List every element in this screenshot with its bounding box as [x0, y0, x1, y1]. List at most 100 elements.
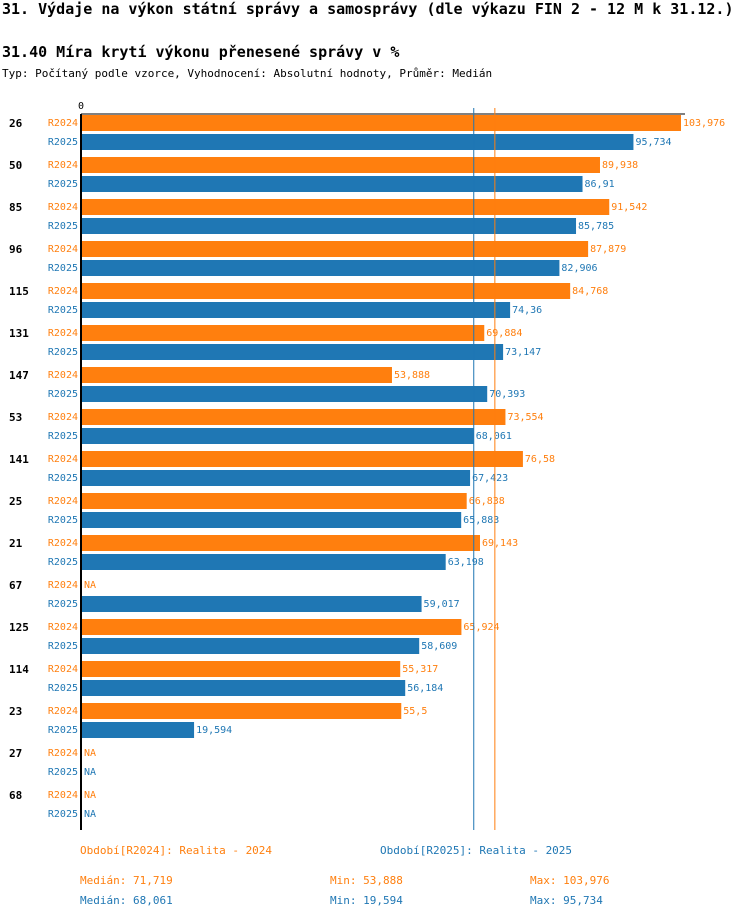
- bar-r2025: [81, 722, 195, 738]
- series-label-r2025: R2025: [48, 263, 78, 274]
- series-label-r2025: R2025: [48, 431, 78, 442]
- bar-r2024: [81, 451, 523, 467]
- value-label-r2025: 95,734: [635, 137, 671, 148]
- series-label-r2024: R2024: [48, 370, 78, 381]
- series-label-r2024: R2024: [48, 412, 78, 423]
- series-label-r2025: R2025: [48, 809, 78, 820]
- series-label-r2024: R2024: [48, 160, 78, 171]
- value-label-r2025: 63,198: [448, 557, 484, 568]
- bar-r2025: [81, 596, 422, 612]
- category-label: 26: [9, 117, 23, 130]
- value-label-r2025: NA: [84, 809, 96, 820]
- series-label-r2025: R2025: [48, 221, 78, 232]
- value-label-r2025: 74,36: [512, 305, 542, 316]
- value-label-r2025: 68,061: [476, 431, 512, 442]
- series-label-r2025: R2025: [48, 725, 78, 736]
- chart-subtitle: 31.40 Míra krytí výkonu přenesené správy…: [2, 43, 400, 61]
- series-label-r2024: R2024: [48, 706, 78, 717]
- value-label-r2024: 89,938: [602, 160, 638, 171]
- category-label: 115: [9, 285, 29, 298]
- category-label: 141: [9, 453, 29, 466]
- bar-r2024: [81, 703, 402, 719]
- category-label: 25: [9, 495, 22, 508]
- value-label-r2025: 67,423: [472, 473, 508, 484]
- series-label-r2025: R2025: [48, 641, 78, 652]
- series-label-r2025: R2025: [48, 389, 78, 400]
- value-label-r2025: 65,883: [463, 515, 499, 526]
- series-label-r2025: R2025: [48, 557, 78, 568]
- bar-r2024: [81, 325, 485, 341]
- category-label: 53: [9, 411, 22, 424]
- bar-r2025: [81, 386, 488, 402]
- series-label-r2024: R2024: [48, 580, 78, 591]
- bar-r2025: [81, 218, 577, 234]
- bar-r2024: [81, 115, 681, 131]
- value-label-r2024: 55,317: [402, 664, 438, 675]
- value-label-r2025: NA: [84, 767, 96, 778]
- bar-r2025: [81, 470, 471, 486]
- value-label-r2025: 58,609: [421, 641, 457, 652]
- value-label-r2024: 69,143: [482, 538, 518, 549]
- category-label: 147: [9, 369, 29, 382]
- value-label-r2025: 82,906: [561, 263, 597, 274]
- series-label-r2025: R2025: [48, 305, 78, 316]
- bar-r2024: [81, 283, 571, 299]
- bar-r2025: [81, 176, 583, 192]
- value-label-r2024: 66,838: [469, 496, 505, 507]
- category-label: 23: [9, 705, 22, 718]
- value-label-r2024: 53,888: [394, 370, 430, 381]
- value-label-r2025: 56,184: [407, 683, 443, 694]
- series-label-r2024: R2024: [48, 118, 78, 129]
- series-label-r2024: R2024: [48, 664, 78, 675]
- category-label: 27: [9, 747, 22, 760]
- bar-r2025: [81, 344, 504, 360]
- series-label-r2024: R2024: [48, 202, 78, 213]
- series-label-r2024: R2024: [48, 790, 78, 801]
- value-label-r2025: 85,785: [578, 221, 614, 232]
- series-label-r2025: R2025: [48, 137, 78, 148]
- category-label: 21: [9, 537, 23, 550]
- x-axis-zero-label: 0: [78, 101, 84, 112]
- series-label-r2025: R2025: [48, 767, 78, 778]
- value-label-r2024: 84,768: [572, 286, 608, 297]
- series-label-r2025: R2025: [48, 683, 78, 694]
- chart-meta: Typ: Počítaný podle vzorce, Vyhodnocení:…: [2, 67, 493, 80]
- value-label-r2024: 73,554: [507, 412, 543, 423]
- series-label-r2024: R2024: [48, 328, 78, 339]
- value-label-r2024: 69,884: [486, 328, 522, 339]
- stat-r2025-median: Medián: 68,061: [80, 894, 173, 907]
- series-label-r2025: R2025: [48, 179, 78, 190]
- value-label-r2024: 91,542: [611, 202, 647, 213]
- category-label: 114: [9, 663, 29, 676]
- category-label: 96: [9, 243, 23, 256]
- legend-r2024: Období[R2024]: Realita - 2024: [80, 844, 273, 857]
- stat-r2024-median: Medián: 71,719: [80, 874, 173, 887]
- category-label: 85: [9, 201, 22, 214]
- category-label: 50: [9, 159, 22, 172]
- category-label: 67: [9, 579, 22, 592]
- bar-r2025: [81, 680, 406, 696]
- series-label-r2025: R2025: [48, 599, 78, 610]
- bar-r2024: [81, 199, 610, 215]
- stat-r2024-min: Min: 53,888: [330, 874, 403, 887]
- value-label-r2024: 55,5: [403, 706, 427, 717]
- bar-r2024: [81, 493, 467, 509]
- page-title: 31. Výdaje na výkon státní správy a samo…: [2, 0, 734, 18]
- series-label-r2024: R2024: [48, 286, 78, 297]
- value-label-r2025: 86,91: [585, 179, 615, 190]
- category-label: 68: [9, 789, 22, 802]
- value-label-r2024: NA: [84, 748, 96, 759]
- bar-r2025: [81, 428, 474, 444]
- value-label-r2024: 65,924: [463, 622, 499, 633]
- value-label-r2024: 76,58: [525, 454, 555, 465]
- value-label-r2025: 73,147: [505, 347, 541, 358]
- series-label-r2024: R2024: [48, 454, 78, 465]
- value-label-r2025: 70,393: [489, 389, 525, 400]
- bar-r2025: [81, 554, 446, 570]
- value-label-r2024: NA: [84, 790, 96, 801]
- series-label-r2024: R2024: [48, 538, 78, 549]
- series-label-r2024: R2024: [48, 622, 78, 633]
- bar-r2024: [81, 535, 480, 551]
- legend-r2025: Období[R2025]: Realita - 2025: [380, 844, 573, 857]
